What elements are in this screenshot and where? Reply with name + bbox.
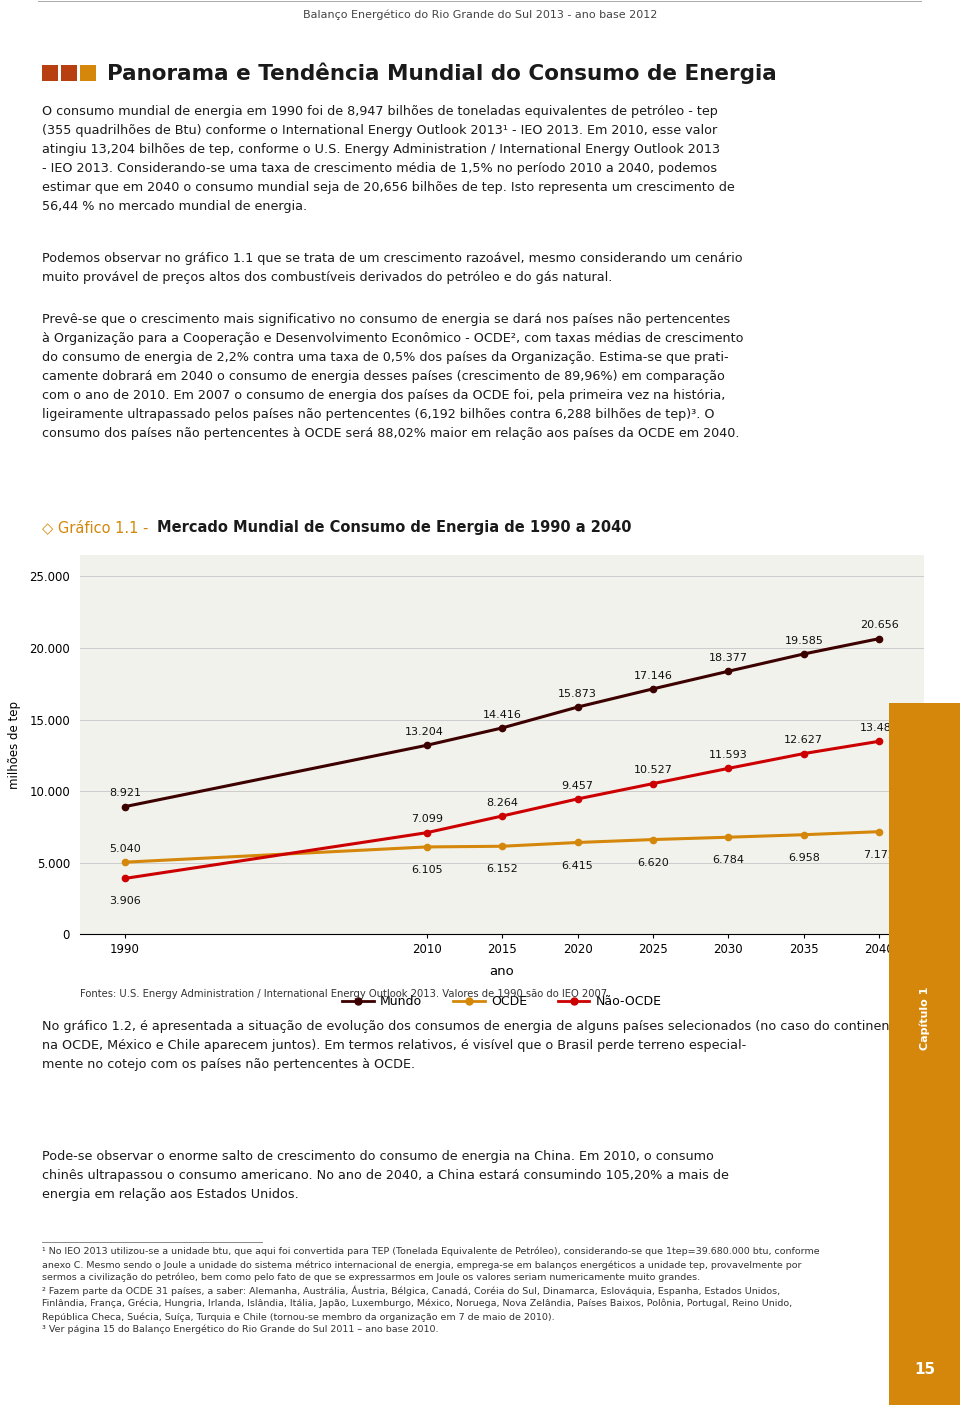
Text: 12.627: 12.627 bbox=[784, 735, 824, 745]
Text: 19.585: 19.585 bbox=[784, 635, 824, 646]
Text: Fontes: U.S. Energy Administration / International Energy Outlook 2013. Valores : Fontes: U.S. Energy Administration / Int… bbox=[80, 989, 610, 999]
Text: 13.485: 13.485 bbox=[860, 724, 899, 733]
Text: 15: 15 bbox=[914, 1361, 935, 1377]
Text: ² Fazem parte da OCDE 31 países, a saber: Alemanha, Austrália, Áustria, Bélgica,: ² Fazem parte da OCDE 31 países, a saber… bbox=[42, 1286, 780, 1297]
Text: 6.105: 6.105 bbox=[411, 865, 443, 875]
Text: 13.204: 13.204 bbox=[404, 726, 444, 738]
Text: 11.593: 11.593 bbox=[709, 750, 748, 760]
Text: Podemos observar no gráfico 1.1 que se trata de um crescimento razoável, mesmo c: Podemos observar no gráfico 1.1 que se t… bbox=[42, 251, 743, 284]
Text: Capítulo 1: Capítulo 1 bbox=[920, 986, 929, 1051]
Text: 7.099: 7.099 bbox=[411, 815, 443, 825]
Text: República Checa, Suécia, Suíça, Turquia e Chile (tornou-se membro da organização: República Checa, Suécia, Suíça, Turquia … bbox=[42, 1312, 555, 1322]
Text: Finlândia, França, Grécia, Hungria, Irlanda, Islândia, Itália, Japão, Luxemburgo: Finlândia, França, Grécia, Hungria, Irla… bbox=[42, 1300, 792, 1308]
Text: 8.264: 8.264 bbox=[486, 798, 518, 808]
Text: 9.457: 9.457 bbox=[562, 781, 593, 791]
Text: Prevê-se que o crescimento mais significativo no consumo de energia se dará nos : Prevê-se que o crescimento mais signific… bbox=[42, 313, 743, 440]
Text: sermos a civilização do petróleo, bem como pelo fato de que se expressarmos em J: sermos a civilização do petróleo, bem co… bbox=[42, 1273, 700, 1283]
Legend: Mundo, OCDE, Não-OCDE: Mundo, OCDE, Não-OCDE bbox=[338, 991, 666, 1013]
Y-axis label: milhões de tep: milhões de tep bbox=[8, 701, 21, 788]
Text: 6.620: 6.620 bbox=[637, 857, 669, 868]
Text: 6.958: 6.958 bbox=[788, 853, 820, 863]
Text: 5.040: 5.040 bbox=[109, 844, 141, 854]
Text: 18.377: 18.377 bbox=[708, 653, 748, 663]
Text: O consumo mundial de energia em 1990 foi de 8,947 bilhões de toneladas equivalen: O consumo mundial de energia em 1990 foi… bbox=[42, 105, 734, 214]
X-axis label: ano: ano bbox=[490, 965, 515, 978]
Text: 8.921: 8.921 bbox=[108, 788, 141, 798]
Bar bbox=[42, 65, 58, 81]
Text: 14.416: 14.416 bbox=[483, 710, 521, 719]
Text: No gráfico 1.2, é apresentada a situação de evolução dos consumos de energia de : No gráfico 1.2, é apresentada a situação… bbox=[42, 1020, 960, 1071]
Text: 6.152: 6.152 bbox=[486, 864, 518, 874]
Bar bbox=[80, 65, 96, 81]
Text: Panorama e Tendência Mundial do Consumo de Energia: Panorama e Tendência Mundial do Consumo … bbox=[107, 62, 777, 84]
Text: ¹ No IEO 2013 utilizou-se a unidade btu, que aqui foi convertida para TEP (Tonel: ¹ No IEO 2013 utilizou-se a unidade btu,… bbox=[42, 1248, 820, 1256]
Text: 15.873: 15.873 bbox=[558, 688, 597, 698]
Text: Balanço Energético do Rio Grande do Sul 2013 - ano base 2012: Balanço Energético do Rio Grande do Sul … bbox=[302, 10, 658, 20]
Text: ◇ Gráfico 1.1 -: ◇ Gráfico 1.1 - bbox=[42, 520, 153, 535]
Text: 6.415: 6.415 bbox=[562, 860, 593, 871]
Text: 3.906: 3.906 bbox=[109, 896, 141, 906]
Text: 17.146: 17.146 bbox=[634, 670, 672, 680]
Text: ³ Ver página 15 do Balanço Energético do Rio Grande do Sul 2011 – ano base 2010.: ³ Ver página 15 do Balanço Energético do… bbox=[42, 1325, 439, 1335]
Text: 7.172: 7.172 bbox=[863, 850, 896, 860]
Text: 10.527: 10.527 bbox=[634, 766, 672, 776]
Text: 20.656: 20.656 bbox=[860, 620, 899, 631]
Text: Mercado Mundial de Consumo de Energia de 1990 a 2040: Mercado Mundial de Consumo de Energia de… bbox=[157, 520, 632, 535]
Text: 6.784: 6.784 bbox=[712, 856, 744, 865]
Text: Pode-se observar o enorme salto de crescimento do consumo de energia na China. E: Pode-se observar o enorme salto de cresc… bbox=[42, 1151, 729, 1201]
Bar bbox=[61, 65, 77, 81]
Text: anexo C. Mesmo sendo o Joule a unidade do sistema métrico internacional de energ: anexo C. Mesmo sendo o Joule a unidade d… bbox=[42, 1260, 802, 1270]
